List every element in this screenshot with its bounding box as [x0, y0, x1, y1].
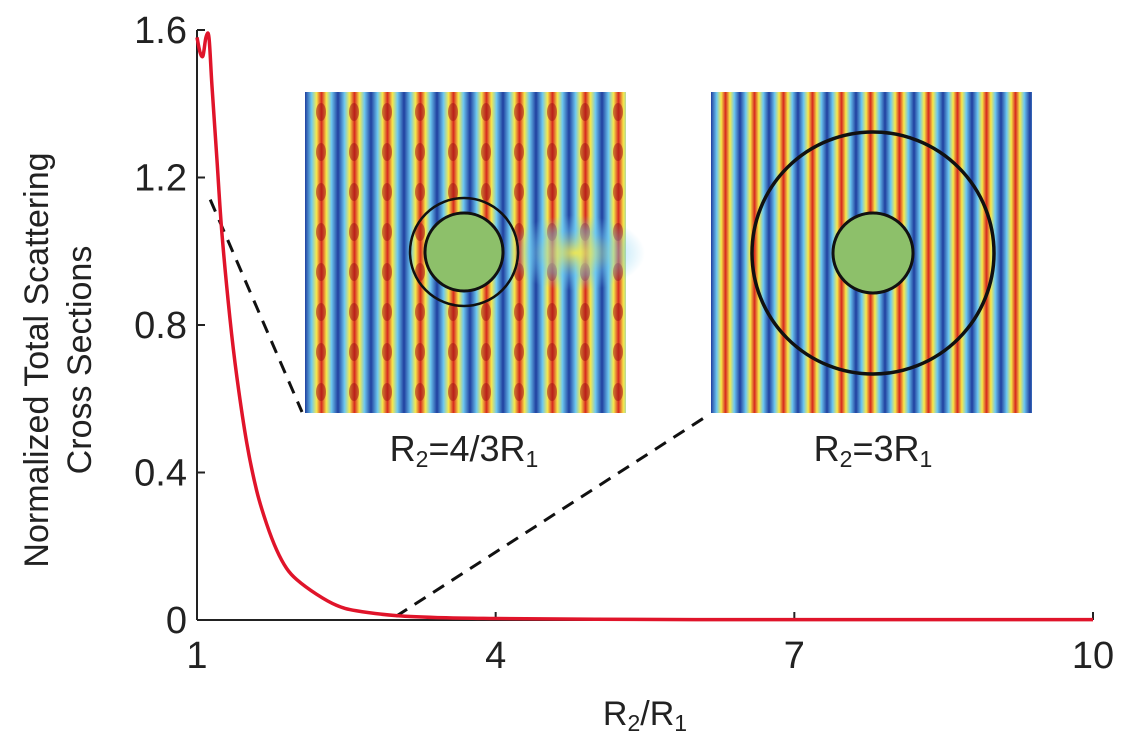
y-axis-title: Normalized Total Scattering Cross Sectio… — [18, 152, 99, 567]
inset-1-label-sub: 2 — [416, 446, 429, 472]
inset-1-label-sub2: 1 — [526, 446, 539, 472]
y-tick-label: 1.6 — [134, 10, 187, 52]
inset-field-map-2: R2=3R1 — [711, 92, 1032, 472]
inset-1-label: R2=4/3R1 — [390, 428, 539, 472]
inset-2-label-rest: =3R — [852, 428, 919, 469]
y-tick-label: 0.4 — [134, 453, 187, 495]
inset-2-label-sub2: 1 — [920, 446, 933, 472]
y-tick-label: 0.8 — [134, 305, 187, 347]
inset-2-label-sub: 2 — [840, 446, 853, 472]
y-tick-label: 1.2 — [134, 158, 187, 200]
callout-line-1 — [208, 199, 304, 413]
y-axis-title-line-1: Normalized Total Scattering — [18, 152, 56, 567]
inset-1-label-main: R — [390, 428, 416, 469]
inset-2-label-main: R — [814, 428, 840, 469]
x-axis-title: R2/R1 — [603, 695, 687, 736]
y-axis-title-line-2: Cross Sections — [61, 246, 99, 475]
series-group — [195, 31, 1093, 622]
callout-lines — [208, 199, 711, 618]
y-tick-label: 0 — [166, 600, 187, 642]
inset-2-outer-shell — [750, 130, 996, 376]
inset-1-label-rest: =4/3R — [428, 428, 525, 469]
callout-line-2 — [395, 412, 711, 618]
inset-field-map-1: R2=4/3R1 — [305, 92, 645, 472]
axes: 1 4 7 10 0 0.4 0.8 1.2 1.6 — [134, 10, 1114, 677]
inset-1-core — [423, 211, 505, 293]
inset-1-outer-shell — [408, 196, 520, 308]
x-tick-label: 4 — [485, 635, 506, 677]
x-tick-label: 7 — [784, 635, 805, 677]
x-tick-label: 1 — [186, 635, 207, 677]
inset-2-label: R2=3R1 — [814, 428, 933, 472]
series-line-1 — [195, 31, 1093, 622]
inset-2-core — [831, 211, 915, 295]
x-tick-label: 10 — [1072, 635, 1114, 677]
inset-1-wake — [505, 215, 645, 291]
